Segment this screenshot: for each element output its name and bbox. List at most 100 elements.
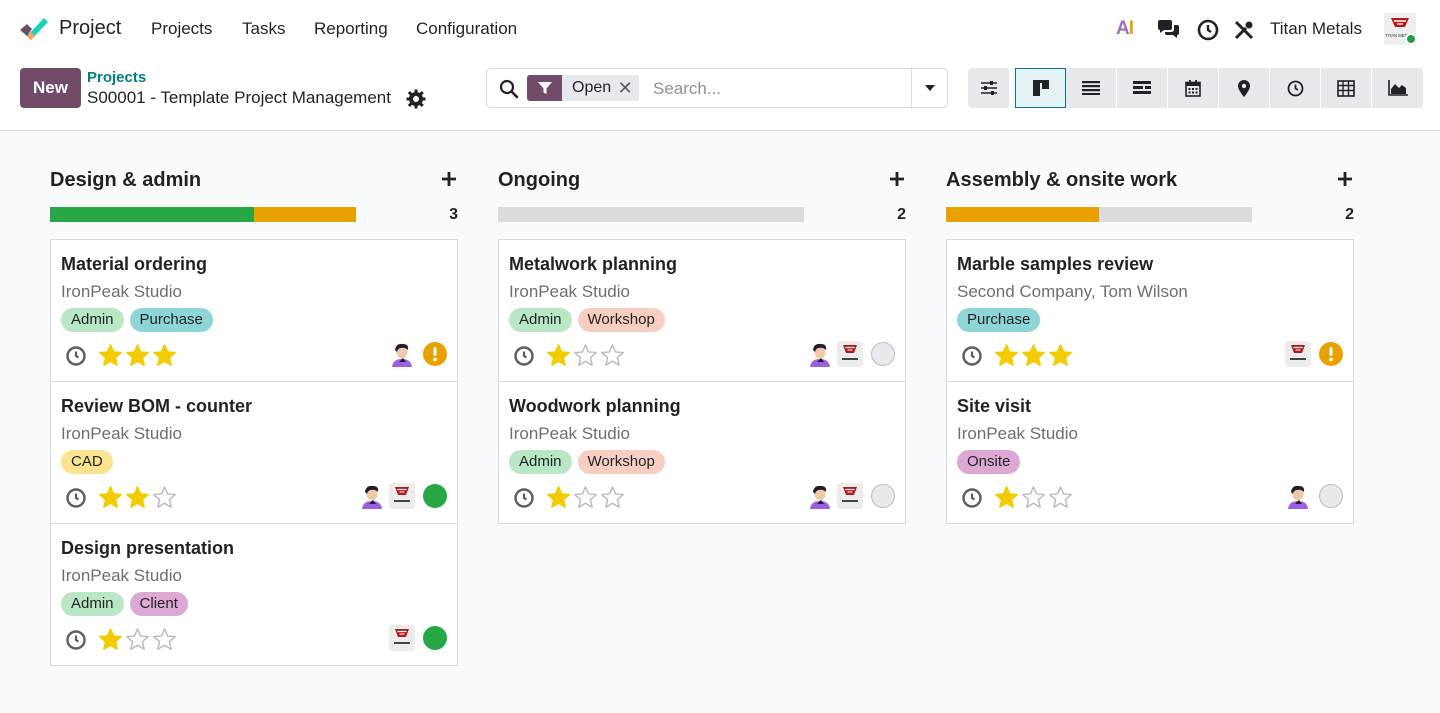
status-done-icon[interactable] bbox=[423, 484, 447, 508]
app-brand[interactable]: Project bbox=[18, 14, 121, 44]
task-card[interactable]: Design presentation IronPeak Studio Admin C… bbox=[51, 524, 457, 665]
star-filled-icon[interactable] bbox=[993, 343, 1020, 368]
view-graph-button[interactable] bbox=[1372, 68, 1423, 108]
activity-clock-icon[interactable] bbox=[65, 345, 87, 367]
status-done-icon[interactable] bbox=[423, 626, 447, 650]
person-avatar bbox=[1285, 483, 1311, 509]
card-assignees bbox=[807, 483, 895, 509]
tag-list: Onsite bbox=[957, 450, 1021, 474]
column-progress-bar[interactable] bbox=[50, 207, 356, 222]
search-options-toggle[interactable] bbox=[911, 69, 948, 107]
task-card[interactable]: Woodwork planning IronPeak Studio Admin Wor… bbox=[499, 382, 905, 523]
tag-list: Admin Workshop bbox=[509, 308, 665, 332]
star-filled-icon[interactable] bbox=[993, 485, 1020, 510]
star-filled-icon[interactable] bbox=[1047, 343, 1074, 368]
company-logo-avatar bbox=[837, 341, 863, 367]
tag-workshop: Workshop bbox=[577, 308, 665, 332]
activity-clock-icon[interactable] bbox=[513, 345, 535, 367]
column-progress-bar[interactable] bbox=[946, 207, 1252, 222]
task-customer: IronPeak Studio bbox=[957, 424, 1078, 443]
project-app-icon bbox=[20, 18, 48, 40]
status-blocked-icon[interactable] bbox=[1319, 342, 1343, 366]
tag-purchase: Purchase bbox=[957, 308, 1041, 332]
star-empty-icon[interactable] bbox=[1020, 485, 1047, 510]
star-filled-icon[interactable] bbox=[97, 627, 124, 652]
status-normal-icon[interactable] bbox=[1319, 484, 1343, 508]
new-button[interactable]: New bbox=[20, 68, 81, 108]
card-assignees bbox=[1285, 341, 1343, 367]
company-switcher[interactable]: Titan Metals bbox=[1270, 19, 1362, 38]
task-customer: IronPeak Studio bbox=[61, 282, 182, 301]
status-normal-icon[interactable] bbox=[871, 484, 895, 508]
view-list-button[interactable] bbox=[1066, 68, 1117, 108]
activity-clock-icon[interactable] bbox=[65, 629, 87, 651]
activity-clock-icon[interactable] bbox=[65, 487, 87, 509]
star-empty-icon[interactable] bbox=[1047, 485, 1074, 510]
view-calendar-button[interactable] bbox=[1168, 68, 1219, 108]
gear-icon[interactable] bbox=[406, 89, 426, 109]
menu-reporting[interactable]: Reporting bbox=[314, 19, 388, 38]
star-empty-icon[interactable] bbox=[151, 627, 178, 652]
task-card[interactable]: Marble samples review Second Company, Tom… bbox=[947, 240, 1353, 382]
task-card[interactable]: Review BOM - counter IronPeak Studio CAD bbox=[51, 382, 457, 524]
search-icon[interactable] bbox=[499, 79, 519, 99]
top-navbar: Project Projects Tasks Reporting Configu… bbox=[0, 0, 1440, 57]
view-activity-button[interactable] bbox=[1270, 68, 1321, 108]
column-progress-bar[interactable] bbox=[498, 207, 804, 222]
activity-clock-icon[interactable] bbox=[961, 345, 983, 367]
task-card[interactable]: Metalwork planning IronPeak Studio Admin Wo… bbox=[499, 240, 905, 382]
view-pivot-button[interactable] bbox=[1321, 68, 1372, 108]
star-empty-icon[interactable] bbox=[124, 627, 151, 652]
star-filled-icon[interactable] bbox=[545, 485, 572, 510]
activity-clock-icon[interactable] bbox=[961, 487, 983, 509]
breadcrumb-projects[interactable]: Projects bbox=[87, 69, 147, 86]
star-filled-icon[interactable] bbox=[151, 343, 178, 368]
ai-icon[interactable]: AI bbox=[1116, 18, 1134, 39]
close-icon[interactable]: ✕ bbox=[617, 77, 633, 98]
star-filled-icon[interactable] bbox=[124, 485, 151, 510]
progress-blocked-segment[interactable] bbox=[946, 207, 1099, 222]
gantt-icon bbox=[1133, 81, 1151, 94]
view-gantt-button[interactable] bbox=[1117, 68, 1168, 108]
star-empty-icon[interactable] bbox=[599, 343, 626, 368]
view-map-button[interactable] bbox=[1219, 68, 1270, 108]
tools-icon[interactable] bbox=[1231, 17, 1257, 43]
search-input[interactable] bbox=[653, 77, 903, 101]
plus-icon[interactable] bbox=[1336, 170, 1354, 188]
star-filled-icon[interactable] bbox=[1020, 343, 1047, 368]
star-empty-icon[interactable] bbox=[572, 343, 599, 368]
star-filled-icon[interactable] bbox=[124, 343, 151, 368]
view-settings-button[interactable] bbox=[968, 68, 1010, 108]
progress-blocked-segment[interactable] bbox=[254, 207, 356, 222]
menu-tasks[interactable]: Tasks bbox=[242, 19, 286, 38]
card-assignees bbox=[359, 483, 447, 509]
status-normal-icon[interactable] bbox=[871, 342, 895, 366]
plus-icon[interactable] bbox=[888, 170, 906, 188]
star-filled-icon[interactable] bbox=[545, 343, 572, 368]
plus-icon[interactable] bbox=[440, 170, 458, 188]
status-blocked-icon[interactable] bbox=[423, 342, 447, 366]
star-empty-icon[interactable] bbox=[572, 485, 599, 510]
menu-projects[interactable]: Projects bbox=[151, 19, 213, 38]
star-empty-icon[interactable] bbox=[599, 485, 626, 510]
progress-done-segment[interactable] bbox=[50, 207, 255, 222]
search-bar: Open ✕ bbox=[486, 68, 948, 108]
task-card[interactable]: Site visit IronPeak Studio Onsite bbox=[947, 382, 1353, 523]
star-filled-icon[interactable] bbox=[97, 485, 124, 510]
presence-status-icon bbox=[1405, 33, 1417, 45]
breadcrumb-current: S00001 - Template Project Management bbox=[87, 88, 391, 107]
column-title: Assembly & onsite work bbox=[946, 169, 1178, 191]
activity-clock-icon[interactable] bbox=[1195, 17, 1221, 43]
activity-clock-icon[interactable] bbox=[513, 487, 535, 509]
chat-icon[interactable] bbox=[1155, 17, 1181, 43]
company-logo-avatar bbox=[389, 483, 415, 509]
menu-configuration[interactable]: Configuration bbox=[416, 19, 518, 38]
tag-admin: Admin bbox=[509, 308, 572, 332]
card-footer bbox=[961, 343, 1074, 368]
star-empty-icon[interactable] bbox=[151, 485, 178, 510]
view-kanban-button[interactable] bbox=[1015, 68, 1066, 108]
calendar-icon bbox=[1185, 79, 1201, 97]
task-card[interactable]: Material ordering IronPeak Studio Admin Pur… bbox=[51, 240, 457, 382]
clock-icon bbox=[1287, 80, 1303, 96]
star-filled-icon[interactable] bbox=[97, 343, 124, 368]
